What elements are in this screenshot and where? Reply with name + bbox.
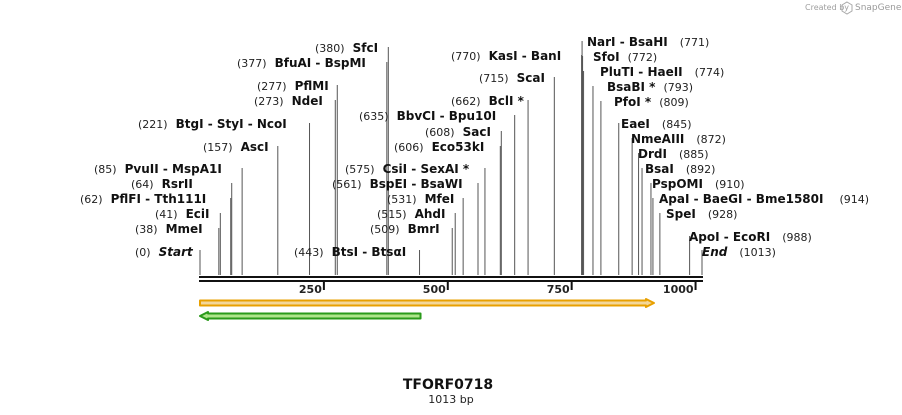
site-label-SpeI[interactable]: SpeI (928) [666, 207, 737, 221]
site-label-BsaBI[interactable]: BsaBI * (793) [607, 80, 693, 94]
ruler-tick-label: 750 [547, 283, 570, 296]
site-label-RsrII[interactable]: (64) RsrII [131, 177, 193, 191]
site-label-Eco53kI[interactable]: (606) Eco53kI [394, 140, 484, 154]
snapgene-brand: SnapGene [855, 3, 902, 13]
site-label-ApoI-EcoRI[interactable]: ApoI - EcoRI (988) [689, 230, 812, 244]
site-label-BtsI-BtsaI[interactable]: (443) BtsI - BtsαI [294, 245, 406, 259]
orf-forward-arrow[interactable] [199, 298, 655, 308]
dna-backbone [199, 276, 703, 282]
ruler-tick [694, 282, 697, 290]
site-label-EaeI[interactable]: EaeI (845) [621, 117, 692, 131]
site-label-PflFI-Tth111I[interactable]: (62) PflFI - Tth111I [80, 192, 206, 206]
orf-reverse-arrow[interactable] [199, 311, 422, 321]
orf-forward-shape[interactable] [199, 298, 655, 308]
ruler: 250 500 750 1000 [299, 282, 697, 296]
site-label-BfuAI-BspMI[interactable]: (377) BfuAI - BspMI [237, 56, 366, 70]
site-label-AhdI[interactable]: (515) AhdI [377, 207, 445, 221]
site-label-PspOMI[interactable]: PspOMI (910) [652, 177, 745, 191]
ruler-tick-label: 1000 [663, 283, 694, 296]
sequence-length: 1013 bp [428, 393, 473, 406]
site-label-PflMI[interactable]: (277) PflMI [257, 79, 329, 93]
sequence-name: TFORF0718 [403, 377, 493, 393]
site-label-KasI-BanI[interactable]: (770) KasI - BanI [451, 49, 561, 63]
orf-reverse-shape[interactable] [199, 311, 422, 321]
site-label-CsiI-SexAI[interactable]: (575) CsiI - SexAI * [345, 162, 470, 176]
site-label-SfoI[interactable]: SfoI (772) [593, 50, 657, 64]
site-label-NarI-BsaHI[interactable]: NarI - BsaHI (771) [587, 35, 709, 49]
site-label-BtgI-StyI-NcoI[interactable]: (221) BtgI - StyI - NcoI [138, 117, 287, 131]
site-label-Start[interactable]: (0) Start [135, 245, 194, 259]
snapgene-logo-icon [841, 1, 853, 15]
site-label-End[interactable]: End (1013) [702, 245, 776, 259]
ruler-tick-label: 500 [423, 283, 446, 296]
site-label-ApaI-BaeGI-Bme1580I[interactable]: ApaI - BaeGI - Bme1580I (914) [659, 192, 869, 206]
ruler-tick [322, 282, 325, 290]
site-label-MmeI[interactable]: (38) MmeI [135, 222, 203, 236]
site-label-DrdI[interactable]: DrdI (885) [638, 147, 709, 161]
site-label-NdeI[interactable]: (273) NdeI [254, 94, 323, 108]
site-label-AscI[interactable]: (157) AscI [203, 140, 269, 154]
site-label-PvuII-MspA1I[interactable]: (85) PvuII - MspA1I [94, 162, 222, 176]
site-label-BspEI-BsaWI[interactable]: (561) BspEI - BsaWI [332, 177, 463, 191]
site-label-BbvCI-Bpu10I[interactable]: (635) BbvCI - Bpu10I [359, 109, 496, 123]
site-label-NmeAIII[interactable]: NmeAIII (872) [631, 132, 726, 146]
site-label-BmrI[interactable]: (509) BmrI [370, 222, 440, 236]
site-label-ScaI[interactable]: (715) ScaI [479, 71, 545, 85]
site-label-BsaI[interactable]: BsaI (892) [645, 162, 715, 176]
site-label-SfcI[interactable]: (380) SfcI [315, 41, 378, 55]
ruler-tick [570, 282, 573, 290]
site-label-PfoI[interactable]: PfoI * (809) [614, 95, 689, 109]
site-label-BclI[interactable]: (662) BclI * [451, 94, 525, 108]
site-label-MfeI[interactable]: (531) MfeI [387, 192, 454, 206]
ruler-tick [446, 282, 449, 290]
site-label-SacI[interactable]: (608) SacI [425, 125, 491, 139]
ruler-tick-label: 250 [299, 283, 322, 296]
site-label-EciI[interactable]: (41) EciI [155, 207, 209, 221]
created-by-label: Created by [805, 3, 849, 12]
site-label-PluTI-HaeII[interactable]: PluTI - HaeII (774) [600, 65, 724, 79]
